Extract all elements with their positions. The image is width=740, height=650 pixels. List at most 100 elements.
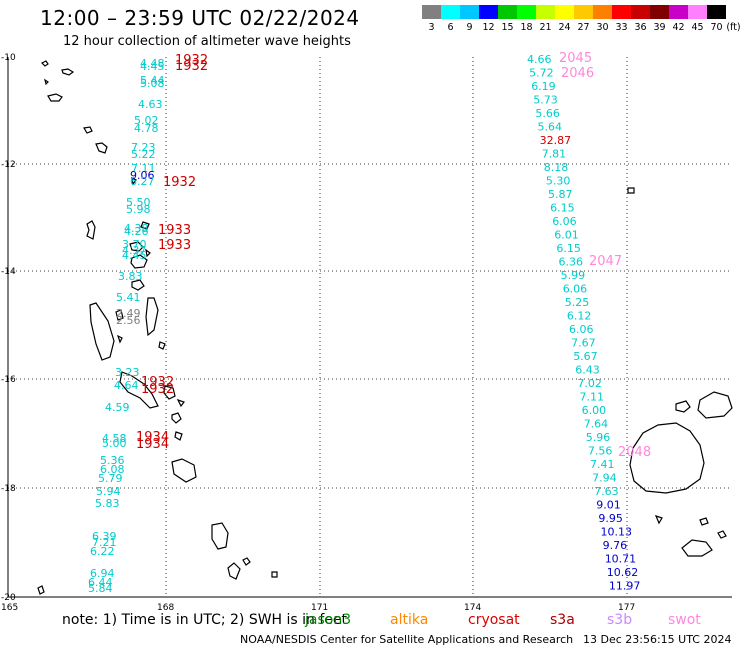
colorbar-swatch: [441, 5, 460, 19]
legend-jason3: jason3: [305, 612, 352, 628]
wave-height-value: 4.45: [140, 60, 165, 73]
colorbar-label: 21: [539, 22, 552, 33]
wave-height-value: 5.87: [548, 188, 573, 201]
wave-height-value: 5.08: [140, 77, 165, 90]
wave-height-value: 7.02: [577, 377, 602, 390]
wave-height-value: 4.63: [138, 98, 163, 111]
legend-cryosat: cryosat: [468, 612, 520, 628]
colorbar-label: 9: [466, 22, 473, 33]
colorbar-swatch: [555, 5, 574, 19]
colorbar-label: 36: [634, 22, 647, 33]
colorbar-label: 24: [558, 22, 571, 33]
wave-height-value: 7.56: [588, 445, 613, 458]
wave-height-value: 7.23: [131, 141, 156, 154]
wave-height-value: 6.22: [90, 545, 115, 558]
wave-height-value: 32.87: [540, 134, 572, 147]
footer-note: note: 1) Time is in UTC; 2) SWH is in fe…: [62, 612, 348, 628]
wave-height-value: 4.26: [124, 225, 149, 238]
colorbar-label: 30: [596, 22, 609, 33]
colorbar-swatch: [593, 5, 612, 19]
pass-time-label: 1933: [158, 223, 191, 238]
y-tick-label: -20: [1, 593, 16, 603]
pass-time-label: 1932: [141, 382, 174, 397]
wave-height-value: 5.84: [88, 582, 113, 595]
colorbar-swatch: [669, 5, 688, 19]
colorbar-label: 33: [615, 22, 628, 33]
y-tick-label: -16: [1, 375, 16, 385]
wave-height-value: 7.67: [571, 337, 596, 350]
pass-time-label: 1933: [158, 238, 191, 253]
wave-height-value: 4.58: [102, 432, 127, 445]
y-tick-label: -14: [1, 267, 16, 277]
wave-height-value: 6.19: [531, 80, 556, 93]
wave-height-value: 2.56: [116, 314, 141, 327]
colorbar-swatch: [517, 5, 536, 19]
wave-height-value: 8.18: [544, 161, 569, 174]
wave-height-value: 3.23: [115, 366, 140, 379]
generated-timestamp: 13 Dec 23:56:15 UTC 2024: [583, 633, 732, 646]
wave-height-value: 5.02: [134, 114, 159, 127]
map-grid: [7, 57, 732, 598]
wave-height-value: 9.01: [596, 499, 621, 512]
wave-height-value: 3.70: [122, 238, 147, 251]
wave-height-value: 5.66: [535, 107, 560, 120]
wave-height-value: 5.50: [126, 196, 151, 209]
wave-height-value: 6.15: [556, 242, 581, 255]
pass-time-label: 1932: [163, 175, 196, 190]
wave-height-value: 5.64: [538, 121, 563, 134]
wave-height-value: 5.25: [565, 296, 590, 309]
wave-height-value: 6.06: [552, 215, 577, 228]
legend-s3a: s3a: [550, 612, 575, 628]
wave-height-value: 9.06: [130, 169, 155, 182]
colorbar-swatch: [707, 5, 726, 19]
colorbar-label: 42: [672, 22, 685, 33]
wave-height-value: 11.97: [609, 580, 641, 593]
wave-height-value: 5.00: [102, 437, 127, 450]
wave-height-value: 10.13: [601, 526, 633, 539]
wave-height-value: 4.45: [122, 249, 147, 262]
wave-height-value: 7.11: [131, 162, 156, 175]
colorbar-swatch: [688, 5, 707, 19]
colorbar-label: 12: [482, 22, 495, 33]
legend-altika: altika: [390, 612, 429, 628]
wave-height-value: 4.59: [105, 401, 130, 414]
wave-height-value: 6.08: [100, 463, 125, 476]
x-tick-label: 168: [157, 603, 174, 613]
wave-height-value: 6.00: [582, 404, 607, 417]
colorbar-label: 45: [691, 22, 704, 33]
coastlines: [37, 60, 733, 595]
colorbar-label: 6: [447, 22, 454, 33]
wave-height-value: 6.36: [559, 256, 584, 269]
wave-height-value: 6.15: [550, 202, 575, 215]
wave-height-value: 7.41: [590, 458, 615, 471]
x-tick-label: 165: [1, 603, 18, 613]
wave-height-value: 6.01: [554, 229, 579, 242]
wave-height-value: 7.64: [584, 418, 609, 431]
colorbar-swatch: [479, 5, 498, 19]
wave-height-value: 6.39: [92, 530, 117, 543]
wave-height-value: 5.72: [529, 67, 554, 80]
wave-height-value: 5.94: [96, 485, 121, 498]
wave-height-value: 5.99: [561, 269, 586, 282]
wave-height-value: 7.11: [580, 391, 605, 404]
wave-height-value: 4.37: [122, 244, 147, 257]
y-tick-label: -10: [1, 53, 16, 63]
colorbar-label: 27: [577, 22, 590, 33]
wave-height-value: 10.62: [607, 566, 639, 579]
wave-height-value: 7.63: [594, 485, 619, 498]
wave-height-value: 9.95: [598, 512, 623, 525]
colorbar-label: 18: [520, 22, 533, 33]
pass-time-label: 2048: [618, 445, 651, 460]
east-track-wave-heights: 4.665.726.195.735.665.6432.877.818.185.3…: [527, 53, 640, 593]
legend-s3b: s3b: [607, 612, 633, 628]
wave-height-value: 4.66: [527, 53, 552, 66]
wave-height-value: 5.30: [546, 175, 571, 188]
colorbar-label: 15: [501, 22, 514, 33]
wave-height-value: 5.22: [131, 148, 156, 161]
y-tick-label: -12: [1, 160, 16, 170]
wave-height-value: 4.48: [140, 57, 165, 70]
pass-time-label: 2045: [559, 51, 592, 66]
wave-height-value: 6.43: [575, 364, 600, 377]
pass-time-label: 2046: [561, 66, 594, 81]
